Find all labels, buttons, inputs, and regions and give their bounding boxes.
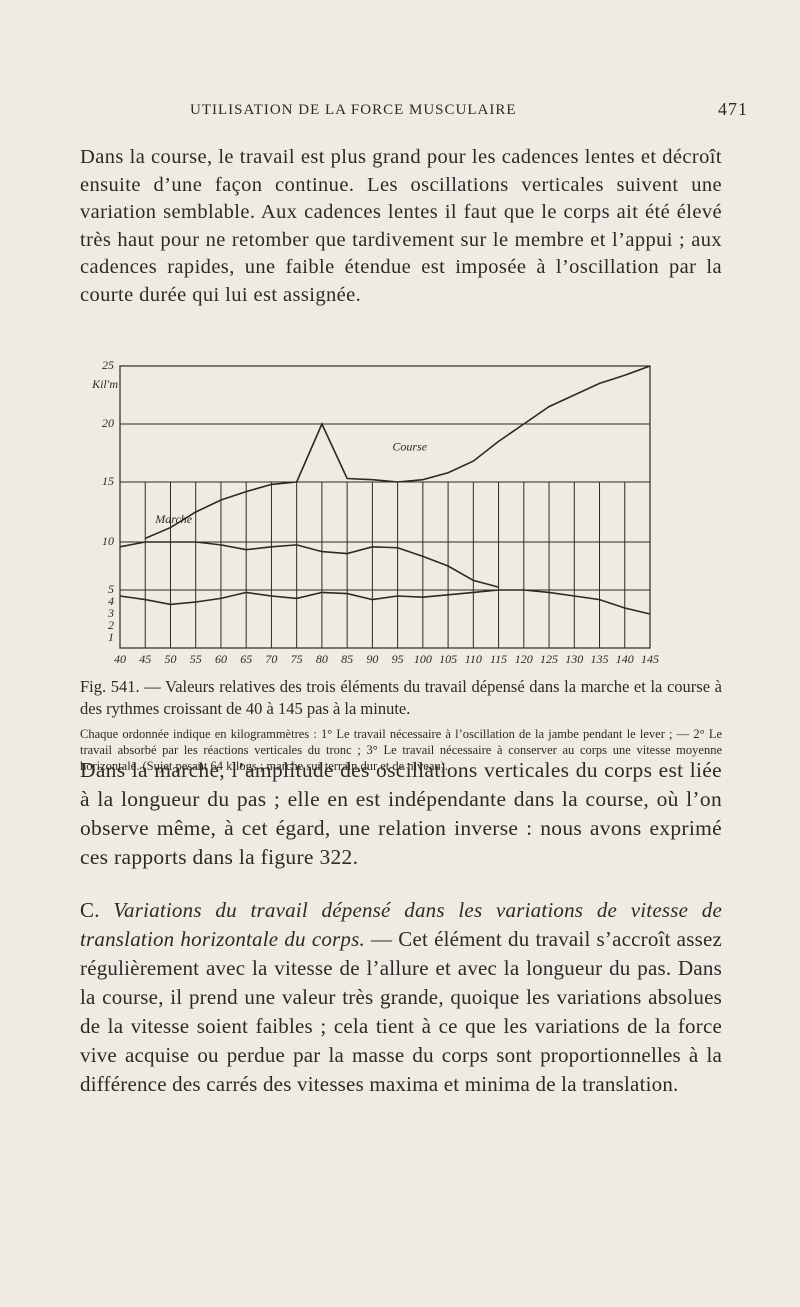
x-tick-label: 40 — [114, 652, 126, 666]
x-tick-label: 85 — [341, 652, 353, 666]
x-tick-label: 75 — [291, 652, 303, 666]
x-tick-label: 45 — [139, 652, 151, 666]
x-tick-label: 115 — [490, 652, 507, 666]
section-heading: Variations du travail dépensé dans les v… — [80, 898, 723, 951]
x-tick-label: 90 — [366, 652, 378, 666]
x-tick-label: 65 — [240, 652, 252, 666]
y-axis-label: Kil'm — [91, 377, 118, 391]
series-line — [119, 589, 651, 615]
y-tick-label: 15 — [102, 474, 114, 488]
y-tick-label: 2 — [108, 618, 114, 632]
x-tick-label: 70 — [265, 652, 277, 666]
section: C. Variations du travail dépensé dans le… — [80, 896, 722, 1099]
x-tick-label: 50 — [164, 652, 176, 666]
note: Chaque ordonnée indique en kilogrammètre… — [80, 727, 722, 773]
series-line — [119, 541, 499, 588]
x-tick-label: 80 — [316, 652, 328, 666]
section-label: C. — [80, 898, 100, 922]
page-number: 471 — [718, 99, 748, 119]
y-tick-label: 5 — [108, 582, 114, 596]
x-tick-label: 145 — [641, 652, 659, 666]
x-tick-label: 140 — [616, 652, 634, 666]
x-tick-label: 120 — [515, 652, 533, 666]
x-tick-label: 135 — [591, 652, 609, 666]
x-tick-label: 125 — [540, 652, 558, 666]
section-text: — Cet élément du travail s’accroît assez… — [80, 927, 722, 1096]
x-tick-label: 60 — [215, 652, 227, 666]
caption: Fig. 541. — Valeurs relatives des trois … — [80, 677, 722, 718]
x-tick-label: 100 — [414, 652, 432, 666]
y-tick-label: 3 — [107, 606, 114, 620]
series-line — [295, 365, 651, 483]
y-tick-label: 10 — [102, 534, 114, 548]
y-tick-label: 1 — [108, 630, 114, 644]
x-tick-label: 110 — [465, 652, 482, 666]
x-tick-label: 95 — [392, 652, 404, 666]
y-tick-label: 25 — [102, 358, 114, 372]
y-tick-label: 20 — [102, 416, 114, 430]
y-tick-label: 4 — [108, 594, 114, 608]
paragraph: Dans la marche, l’amplitude des oscillat… — [80, 758, 722, 869]
series-label: Marche — [154, 512, 193, 526]
x-tick-label: 105 — [439, 652, 457, 666]
plot-frame — [119, 365, 651, 649]
x-tick-label: 55 — [190, 652, 202, 666]
running-head: UTILISATION DE LA FORCE MUSCULAIRE — [190, 102, 517, 118]
series-label: Course — [392, 439, 427, 453]
x-tick-label: 130 — [565, 652, 583, 666]
paragraph: Dans la course, le travail est plus gran… — [80, 146, 722, 306]
series-line — [144, 481, 297, 540]
